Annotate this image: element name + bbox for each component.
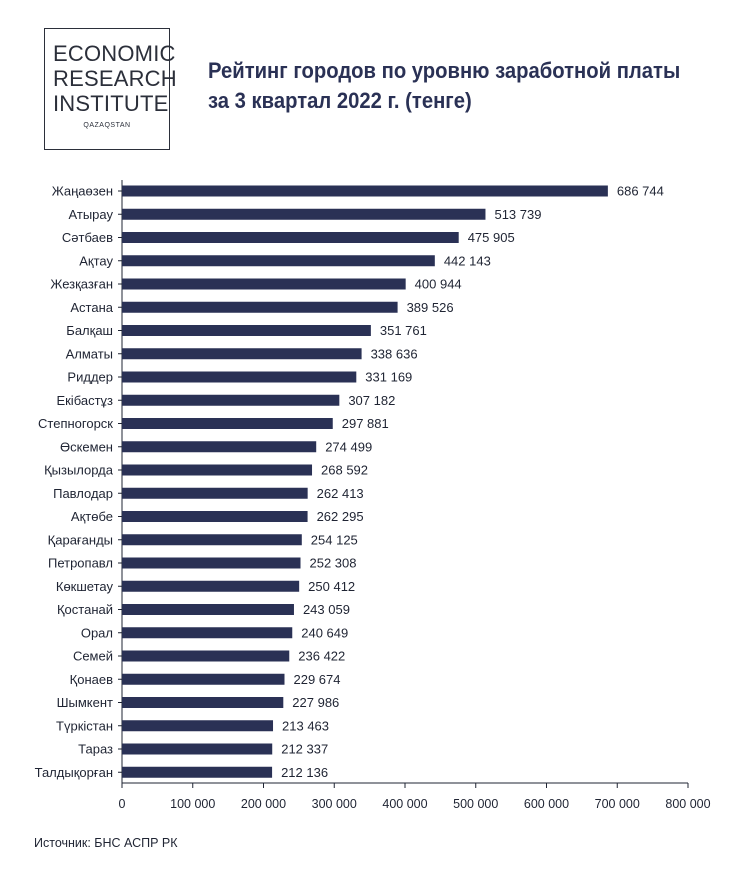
- category-label: Сәтбаев: [62, 230, 113, 245]
- category-label: Алматы: [66, 346, 113, 361]
- bar: [122, 743, 273, 755]
- value-label: 252 308: [310, 556, 357, 571]
- category-label: Жезқазған: [50, 277, 113, 292]
- category-label: Павлодар: [53, 486, 113, 501]
- source-note: Источник: БНС АСПР РК: [34, 836, 178, 850]
- bar: [122, 371, 357, 383]
- bar: [122, 766, 273, 778]
- bar: [122, 650, 290, 662]
- category-label: Атырау: [69, 207, 114, 222]
- x-tick-label: 700 000: [595, 797, 640, 811]
- category-label: Көкшетау: [56, 579, 114, 594]
- value-label: 331 169: [365, 370, 412, 385]
- value-label: 240 649: [301, 625, 348, 640]
- bar: [122, 673, 285, 685]
- x-tick-label: 800 000: [665, 797, 710, 811]
- value-label: 213 463: [282, 718, 329, 733]
- bar: [122, 418, 333, 429]
- category-label: Қарағанды: [48, 532, 113, 547]
- category-label: Түркістан: [56, 718, 113, 733]
- x-tick-label: 600 000: [524, 797, 569, 811]
- value-label: 212 136: [281, 765, 328, 780]
- category-label: Қонаев: [70, 672, 113, 687]
- category-label: Қостанай: [57, 602, 113, 617]
- logo-line-3: INSTITUTE: [53, 91, 169, 116]
- category-label: Петропавл: [48, 556, 113, 571]
- bar: [122, 441, 317, 453]
- value-label: 243 059: [303, 602, 350, 617]
- chart-title-line-2: за 3 квартал 2022 г. (тенге): [208, 88, 472, 113]
- value-label: 338 636: [371, 346, 418, 361]
- x-tick-label: 500 000: [453, 797, 498, 811]
- value-label: 389 526: [407, 300, 454, 315]
- bar: [122, 627, 293, 639]
- bar: [122, 534, 302, 546]
- bar: [122, 278, 406, 290]
- value-label: 686 744: [617, 184, 664, 199]
- bar: [122, 208, 486, 220]
- bar: [122, 557, 301, 569]
- bar: [122, 464, 313, 476]
- bar: [122, 580, 300, 592]
- chart-title: Рейтинг городов по уровню заработной пла…: [208, 56, 681, 116]
- bar: [122, 232, 459, 243]
- bar: [122, 720, 274, 732]
- value-label: 307 182: [348, 393, 395, 408]
- bar: [122, 255, 435, 267]
- bar: [122, 604, 294, 615]
- category-label: Астана: [70, 300, 113, 315]
- value-label: 254 125: [311, 532, 358, 547]
- x-tick-label: 200 000: [241, 797, 286, 811]
- logo-line-1: ECONOMIC: [53, 41, 176, 66]
- value-label: 262 295: [317, 509, 364, 524]
- value-label: 513 739: [494, 207, 541, 222]
- bar: [122, 301, 398, 313]
- category-label: Ақтау: [79, 253, 113, 268]
- category-label: Степногорск: [38, 416, 113, 431]
- category-label: Қызылорда: [44, 463, 114, 478]
- category-label: Шымкент: [57, 695, 113, 710]
- value-label: 227 986: [292, 695, 339, 710]
- category-label: Риддер: [67, 370, 113, 385]
- logo: ECONOMIC RESEARCH INSTITUTE QAZAQSTAN: [44, 28, 177, 150]
- value-label: 274 499: [325, 439, 372, 454]
- value-label: 262 413: [317, 486, 364, 501]
- bar: [122, 394, 340, 406]
- logo-line-2: RESEARCH: [53, 66, 177, 91]
- category-label: Талдықорған: [35, 765, 113, 780]
- value-label: 400 944: [415, 277, 462, 292]
- logo-subtitle: QAZAQSTAN: [83, 122, 131, 129]
- category-label: Жаңаөзен: [52, 184, 113, 199]
- category-label: Екібастұз: [56, 393, 113, 408]
- value-label: 351 761: [380, 323, 427, 338]
- category-label: Балқаш: [66, 323, 113, 338]
- x-tick-label: 300 000: [312, 797, 357, 811]
- value-label: 442 143: [444, 253, 491, 268]
- value-label: 250 412: [308, 579, 355, 594]
- bar: [122, 697, 284, 708]
- bar: [122, 325, 371, 336]
- category-label: Өскемен: [60, 439, 113, 454]
- category-label: Орал: [81, 625, 113, 640]
- value-label: 268 592: [321, 463, 368, 478]
- value-label: 229 674: [293, 672, 340, 687]
- value-label: 475 905: [468, 230, 515, 245]
- x-tick-label: 100 000: [170, 797, 215, 811]
- value-label: 236 422: [298, 649, 345, 664]
- bar: [122, 185, 608, 197]
- value-label: 212 337: [281, 742, 328, 757]
- category-label: Тараз: [78, 742, 113, 757]
- x-tick-label: 0: [119, 797, 126, 811]
- bar: [122, 511, 308, 522]
- value-label: 297 881: [342, 416, 389, 431]
- bar: [122, 487, 308, 499]
- x-tick-label: 400 000: [382, 797, 427, 811]
- category-label: Семей: [73, 649, 113, 664]
- category-label: Ақтөбе: [71, 509, 113, 524]
- chart-title-line-1: Рейтинг городов по уровню заработной пла…: [208, 58, 681, 83]
- bar: [122, 348, 362, 360]
